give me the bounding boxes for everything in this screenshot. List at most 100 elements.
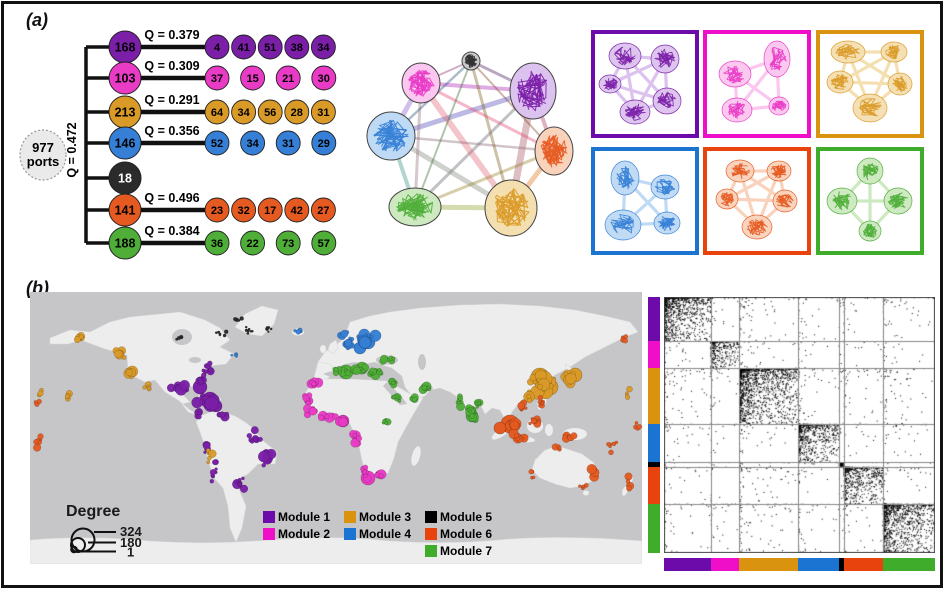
submodule-size: 22: [246, 238, 258, 250]
submodule-size: 51: [264, 42, 276, 54]
legend-swatch: [344, 511, 357, 523]
port-dot: [537, 394, 544, 401]
port-dot: [207, 367, 214, 373]
cluster-scribble: [720, 192, 734, 204]
submodule-circle: [310, 197, 336, 223]
port-dot: [466, 408, 471, 412]
port-dot: [530, 418, 537, 425]
cluster-scribble: [408, 70, 431, 97]
port-dot: [358, 336, 371, 349]
submodule-circle: [240, 65, 266, 91]
cluster-scribble: [618, 165, 633, 190]
port-dot: [214, 467, 218, 471]
network-edge: [413, 89, 535, 209]
module-box-7: [816, 147, 924, 255]
submodule-size: 36: [211, 238, 223, 250]
cluster-scribble: [495, 190, 526, 227]
cluster-scribble: [837, 46, 860, 60]
network-edge: [388, 88, 536, 139]
module-box-6: [703, 147, 811, 255]
submodule-circle: [311, 230, 337, 256]
submodule-size: 27: [317, 205, 329, 217]
legend-column: Module 1 Module 2: [263, 510, 330, 558]
port-dot: [344, 339, 352, 347]
submodule-size: 17: [264, 205, 276, 217]
colorbar-segment: [648, 466, 660, 504]
port-dot: [636, 423, 642, 430]
land-shape: [195, 409, 278, 543]
degree-value: 1: [127, 545, 134, 560]
port-dot: [217, 330, 221, 334]
island-shape: [411, 446, 421, 466]
legend-swatch: [263, 528, 275, 540]
port-dot: [64, 393, 70, 399]
matrix-row-colorbar: [648, 297, 660, 553]
port-dot: [203, 450, 207, 455]
network-edge: [419, 81, 556, 153]
legend-column: Module 3 Module 4: [344, 510, 411, 558]
submodule-size: 30: [318, 73, 330, 85]
submodule-size: 52: [211, 138, 223, 150]
colorbar-segment: [648, 297, 660, 342]
port-dot: [238, 482, 242, 487]
port-dot: [209, 468, 217, 476]
submodule-circle: [204, 65, 230, 91]
port-dot: [469, 412, 476, 419]
colorbar-segment: [648, 368, 660, 424]
port-dot: [565, 372, 577, 385]
port-dot: [267, 330, 270, 333]
port-dot: [222, 333, 227, 338]
submodule-size: 38: [291, 42, 303, 54]
port-dot: [340, 329, 349, 338]
colorbar-segment: [648, 462, 660, 467]
port-dot: [246, 331, 250, 335]
module-subnetwork: [718, 40, 791, 123]
port-dot: [249, 329, 253, 333]
submodule-circle: [311, 130, 337, 156]
port-dot: [114, 349, 123, 359]
legend-item: Module 1: [263, 510, 330, 524]
cluster-scribble: [747, 219, 766, 236]
colorbar-segment: [838, 558, 844, 571]
port-dot: [265, 326, 270, 330]
port-dot: [200, 372, 207, 379]
port-dot: [570, 432, 578, 440]
port-dot: [180, 335, 183, 339]
submodule-size: 73: [282, 238, 294, 250]
port-dot: [338, 370, 342, 375]
cluster-scribble: [656, 179, 675, 196]
port-dot: [246, 432, 253, 439]
submodule-size: 57: [318, 238, 330, 250]
port-dot: [517, 401, 526, 410]
port-dot: [230, 353, 234, 357]
submodule-size: 64: [211, 107, 224, 119]
port-dot: [624, 394, 631, 400]
cluster-scribble: [746, 219, 768, 236]
cluster-scribble: [396, 196, 430, 221]
port-dot: [73, 336, 81, 344]
port-dot: [338, 417, 348, 427]
port-dot: [200, 392, 205, 397]
island-shape: [320, 345, 326, 353]
module-q-label: Q = 0.384: [144, 224, 199, 238]
port-dot: [578, 484, 582, 488]
module-subnetwork: [826, 157, 913, 242]
legend-item: Module 5: [425, 510, 492, 524]
cluster-scribble: [830, 74, 849, 88]
root-q-label: Q = 0.472: [65, 122, 79, 177]
network-edge: [389, 134, 556, 153]
port-dot: [125, 368, 133, 377]
island-shape: [583, 490, 589, 496]
cluster-scribble: [654, 48, 676, 68]
submodule-circle: [231, 197, 257, 223]
colorbar-segment: [739, 558, 799, 571]
colorbar-segment: [648, 423, 660, 463]
port-dot: [352, 366, 361, 375]
degree-title: Degree: [66, 503, 120, 520]
port-dot: [241, 476, 245, 481]
colorbar-segment: [648, 503, 660, 553]
port-dot: [606, 442, 611, 447]
port-dot: [477, 401, 481, 405]
legend-swatch: [425, 545, 438, 557]
